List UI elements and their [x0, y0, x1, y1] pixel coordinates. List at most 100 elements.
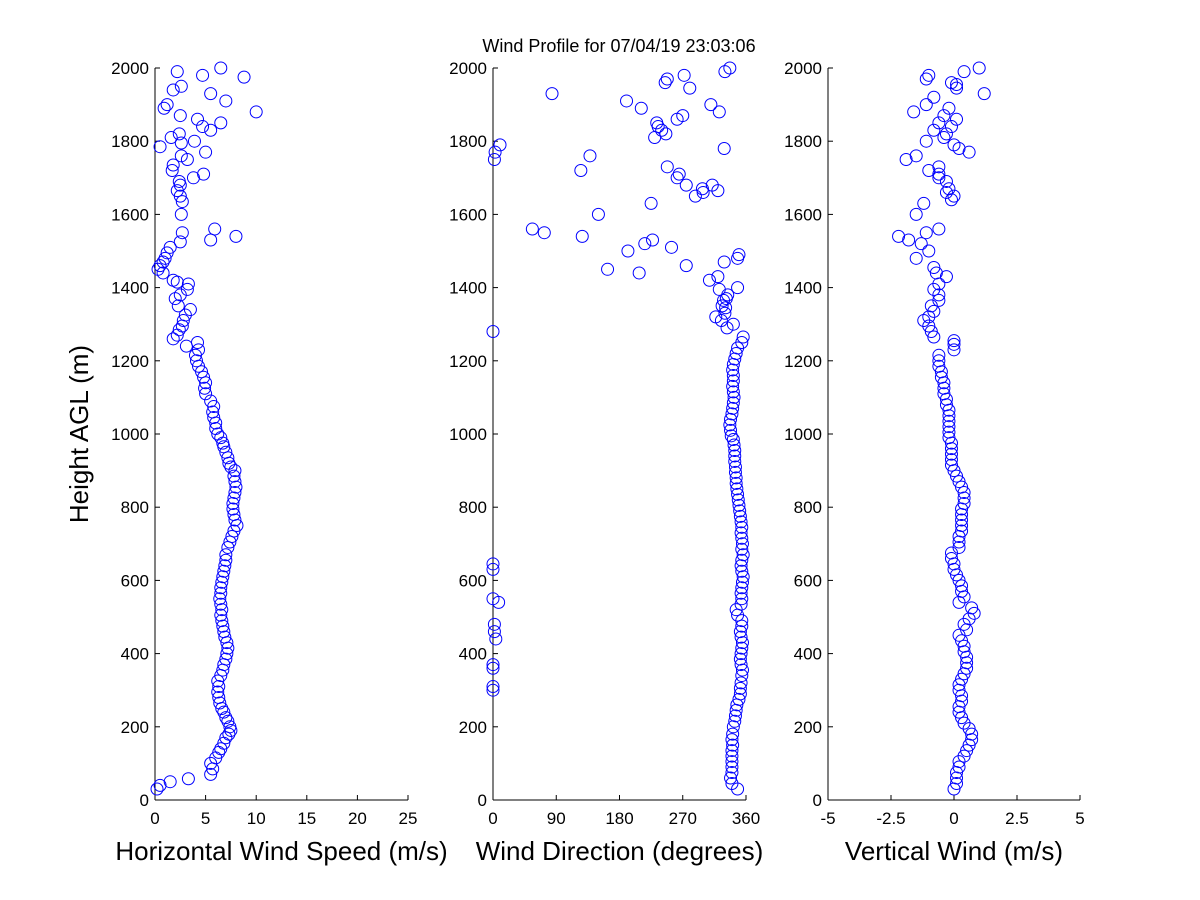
speed-data-point — [172, 127, 186, 141]
direction-data-point — [486, 325, 500, 339]
vertical-data-point — [937, 387, 951, 401]
direction-data-point — [735, 553, 749, 567]
speed-y-tick-label: 200 — [121, 718, 149, 737]
direction-data-point — [679, 259, 693, 273]
direction-data-point — [733, 625, 747, 639]
direction-data-point — [638, 237, 652, 251]
speed-data-point — [153, 140, 167, 154]
speed-x-tick-label: 25 — [399, 809, 418, 828]
vertical-data-point — [957, 749, 971, 763]
speed-data-point — [217, 705, 231, 719]
speed-data-point — [215, 575, 229, 589]
direction-data-point — [729, 471, 743, 485]
direction-data-point — [644, 196, 658, 210]
direction-data-point — [712, 105, 726, 119]
speed-data-point — [219, 553, 233, 567]
direction-data-point — [487, 617, 501, 631]
vertical-data-point — [957, 497, 971, 511]
speed-y-tick-label: 1800 — [111, 132, 149, 151]
direction-data-point — [672, 167, 686, 181]
speed-data-point — [186, 171, 200, 185]
vertical-data-point — [922, 68, 936, 82]
vertical-data-point — [932, 167, 946, 181]
direction-data-point — [728, 465, 742, 479]
direction-data-point — [725, 744, 739, 758]
direction-data-point — [735, 520, 749, 534]
speed-data-point — [228, 475, 242, 489]
direction-x-tick-label: 90 — [547, 809, 566, 828]
speed-data-point — [204, 394, 218, 408]
direction-data-point — [489, 632, 503, 646]
direction-data-point — [725, 749, 739, 763]
direction-x-axis-label: Wind Direction (degrees) — [476, 836, 764, 866]
vertical-data-point — [957, 491, 971, 505]
direction-data-point — [735, 542, 749, 556]
vertical-data-point — [942, 420, 956, 434]
speed-data-point — [187, 134, 201, 148]
speed-data-point — [196, 68, 210, 82]
vertical-data-point — [960, 744, 974, 758]
vertical-data-point — [932, 116, 946, 130]
speed-data-point — [228, 486, 242, 500]
vertical-data-point — [942, 182, 956, 196]
speed-data-point — [218, 630, 232, 644]
speed-data-point — [214, 586, 228, 600]
direction-data-point — [688, 189, 702, 203]
direction-data-point — [620, 94, 634, 108]
direction-data-point — [486, 680, 500, 694]
vertical-y-tick-label: 400 — [794, 645, 822, 664]
direction-data-point — [734, 586, 748, 600]
vertical-data-point — [927, 260, 941, 274]
direction-data-point — [726, 363, 740, 377]
vertical-data-point — [942, 431, 956, 445]
direction-data-point — [728, 460, 742, 474]
direction-data-point — [725, 755, 739, 769]
direction-data-point — [648, 131, 662, 145]
speed-data-point — [174, 136, 188, 150]
vertical-data-point — [932, 171, 946, 185]
direction-data-point — [735, 575, 749, 589]
vertical-x-tick-label: -5 — [820, 809, 835, 828]
direction-data-point — [676, 109, 690, 123]
speed-data-point — [214, 581, 228, 595]
vertical-data-point — [902, 233, 916, 247]
vertical-data-point — [952, 678, 966, 692]
direction-data-point — [719, 301, 733, 315]
speed-data-point — [157, 101, 171, 115]
vertical-data-point — [950, 469, 964, 483]
vertical-data-point — [919, 226, 933, 240]
vertical-y-tick-label: 1000 — [784, 425, 822, 444]
direction-data-point — [726, 738, 740, 752]
direction-data-point — [735, 663, 749, 677]
direction-data-point — [683, 81, 697, 95]
direction-data-point — [731, 493, 745, 507]
direction-data-point — [736, 330, 750, 344]
speed-data-point — [156, 255, 170, 269]
vertical-data-point — [927, 304, 941, 318]
vertical-y-tick-label: 200 — [794, 718, 822, 737]
speed-data-point — [216, 619, 230, 633]
vertical-data-point — [932, 359, 946, 373]
vertical-data-point — [927, 123, 941, 137]
vertical-y-tick-label: 800 — [794, 498, 822, 517]
speed-data-point — [219, 711, 233, 725]
direction-y-tick-label: 1400 — [449, 279, 487, 298]
speed-data-point — [164, 131, 178, 145]
speed-y-tick-label: 1000 — [111, 425, 149, 444]
direction-data-point — [733, 652, 747, 666]
speed-data-point — [191, 112, 205, 126]
speed-data-point — [226, 502, 240, 516]
vertical-data-point — [899, 153, 913, 166]
direction-data-point — [492, 595, 506, 609]
vertical-data-point — [929, 266, 943, 280]
speed-data-point — [196, 120, 210, 134]
speed-data-point — [237, 70, 251, 84]
speed-data-point — [211, 685, 225, 699]
vertical-y-tick-label: 2000 — [784, 59, 822, 78]
vertical-data-point — [917, 196, 931, 210]
speed-x-tick-label: 10 — [247, 809, 266, 828]
direction-y-tick-label: 600 — [459, 571, 487, 590]
vertical-data-point — [919, 134, 933, 148]
speed-y-tick-label: 0 — [140, 791, 149, 810]
vertical-data-point — [972, 61, 986, 75]
